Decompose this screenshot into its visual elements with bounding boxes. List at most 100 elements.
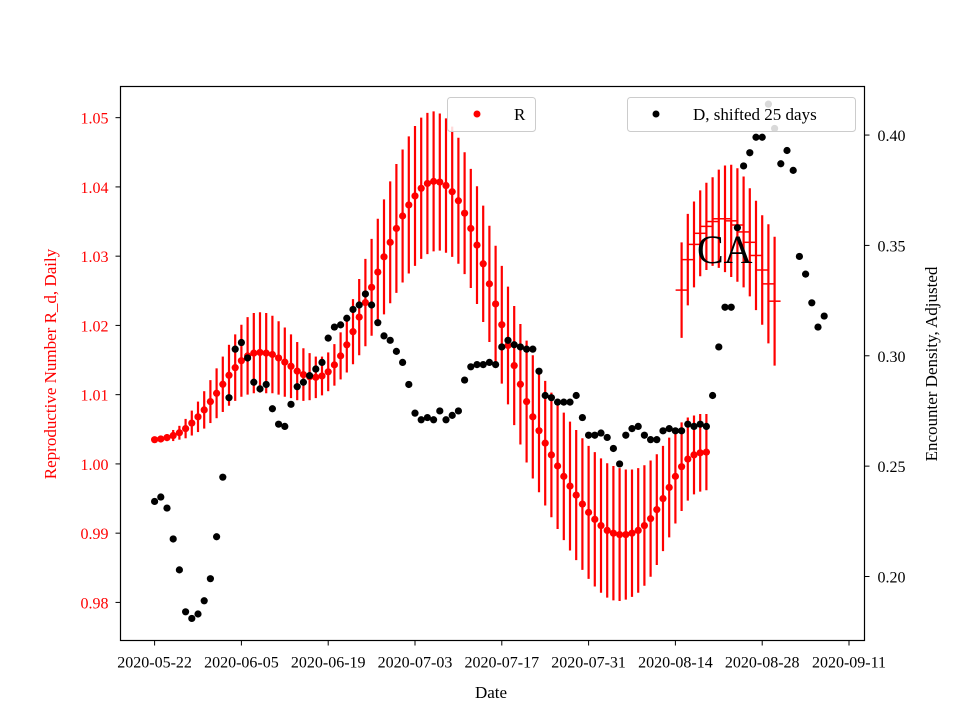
- r-point: [591, 515, 599, 523]
- r-point: [436, 178, 444, 186]
- d-point: [293, 383, 301, 391]
- legend-d-box: [627, 97, 856, 132]
- y-left-tick-label: 0.99: [81, 526, 109, 543]
- d-point: [492, 361, 500, 369]
- r-point: [213, 389, 221, 397]
- d-point: [268, 405, 276, 413]
- d-point: [417, 416, 425, 424]
- d-point: [306, 372, 314, 380]
- d-point: [380, 332, 388, 340]
- r-point: [343, 341, 351, 349]
- x-tick-label: 2020-09-11: [812, 655, 886, 672]
- r-point: [330, 361, 338, 369]
- r-point: [256, 348, 264, 357]
- x-tick-label: 2020-08-28: [725, 655, 800, 672]
- d-point: [324, 334, 332, 342]
- r-point: [237, 357, 245, 365]
- r-point: [516, 380, 525, 388]
- d-point: [634, 422, 642, 431]
- d-point: [219, 473, 227, 481]
- r-point: [324, 368, 332, 376]
- d-point: [789, 166, 797, 174]
- d-point: [622, 431, 630, 439]
- d-point: [783, 146, 791, 155]
- d-point: [237, 338, 245, 347]
- d-point: [423, 413, 431, 422]
- d-point: [597, 429, 605, 437]
- x-tick-label: 2020-07-31: [551, 655, 626, 672]
- r-point: [504, 341, 512, 350]
- d-point: [808, 299, 816, 307]
- d-point: [640, 431, 649, 439]
- r-point: [250, 349, 258, 357]
- d-point: [647, 436, 655, 444]
- r-point: [175, 429, 183, 437]
- r-point: [355, 313, 363, 321]
- d-point: [727, 303, 735, 311]
- r-point: [560, 472, 568, 480]
- d-point: [566, 398, 574, 406]
- d-point: [603, 433, 611, 442]
- d-point: [374, 319, 382, 327]
- d-point: [411, 409, 419, 417]
- x-tick-label: 2020-08-14: [638, 655, 713, 672]
- r-point: [275, 354, 283, 362]
- r-point: [572, 491, 580, 499]
- y-left-tick-label: 0.98: [81, 595, 109, 612]
- y-left-tick-label: 1.03: [81, 249, 109, 266]
- d-point: [213, 533, 221, 541]
- d-point: [541, 391, 549, 400]
- r-point: [467, 224, 475, 233]
- r-point: [206, 397, 214, 406]
- y-left-tick-label: 1.01: [81, 388, 109, 405]
- d-point: [690, 422, 698, 431]
- d-point: [386, 336, 394, 344]
- r-point: [603, 526, 611, 534]
- legend-d-label: D, shifted 25 days: [693, 105, 817, 124]
- y-right-tick-label: 0.35: [878, 238, 906, 255]
- d-point: [200, 597, 208, 605]
- d-point: [442, 416, 450, 424]
- r-point: [498, 321, 506, 329]
- r-point: [485, 280, 493, 288]
- y-right-tick-label: 0.30: [878, 349, 906, 366]
- d-point: [299, 378, 307, 386]
- r-point: [659, 494, 667, 503]
- r-point: [535, 427, 543, 435]
- r-point: [299, 370, 307, 379]
- x-tick-label: 2020-05-22: [117, 655, 192, 672]
- r-point: [479, 260, 487, 268]
- d-point: [244, 354, 252, 362]
- d-point: [510, 341, 518, 349]
- y-right-axis-title: Encounter Density, Adjusted: [922, 266, 941, 461]
- d-point: [361, 290, 369, 298]
- r-point: [151, 436, 159, 444]
- d-point: [194, 610, 202, 618]
- d-point: [312, 365, 320, 373]
- r-point: [510, 361, 518, 370]
- d-point: [169, 535, 177, 543]
- d-point: [231, 345, 239, 353]
- r-point: [287, 362, 295, 370]
- r-point: [312, 373, 320, 381]
- d-point: [572, 391, 580, 400]
- r-point: [492, 300, 500, 308]
- r-point: [609, 529, 618, 537]
- r-point: [182, 424, 190, 433]
- r-point: [461, 209, 469, 217]
- r-point: [473, 241, 481, 249]
- d-point: [461, 376, 469, 384]
- d-point: [498, 343, 506, 351]
- d-point: [678, 427, 686, 435]
- d-point: [578, 413, 587, 422]
- d-point: [337, 321, 345, 329]
- r-point: [541, 439, 549, 447]
- r-point: [337, 352, 345, 360]
- d-point: [684, 420, 692, 428]
- d-point: [585, 431, 593, 439]
- d-point: [473, 361, 481, 369]
- legend-d-marker: [652, 110, 660, 118]
- y-left-tick-label: 1.00: [81, 457, 109, 474]
- d-point: [523, 345, 531, 353]
